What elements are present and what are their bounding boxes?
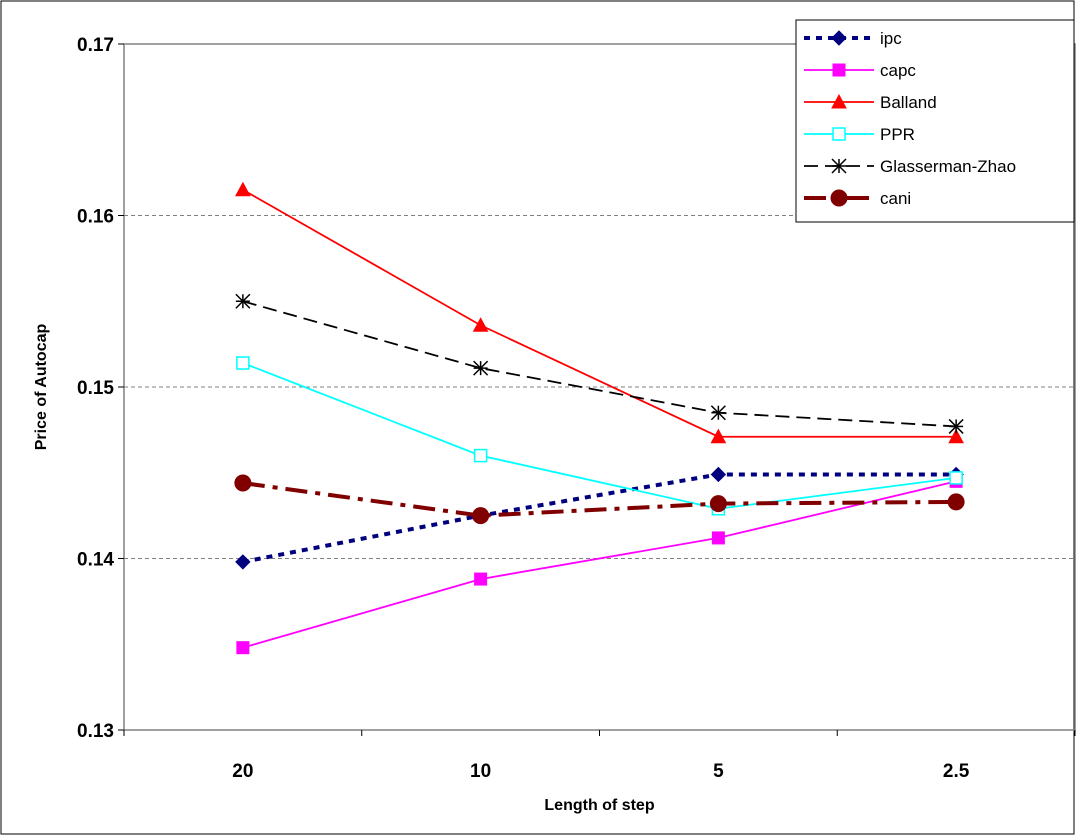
legend-item-capc: capc xyxy=(804,61,916,80)
legend-swatch-marker xyxy=(832,63,846,77)
legend: ipc capc Balland PPR Glasserman-Zhao cani xyxy=(795,19,1075,223)
data-point-capc xyxy=(711,531,725,545)
data-point-glasserman-zhao xyxy=(473,360,489,376)
x-tick-label: 2.5 xyxy=(943,761,970,782)
legend-swatch-marker xyxy=(832,127,846,141)
legend-item-glasserman-zhao: Glasserman-Zhao xyxy=(804,157,1016,176)
data-point-balland xyxy=(235,181,251,197)
series-line-balland xyxy=(242,188,957,438)
data-point-capc xyxy=(474,572,488,586)
legend-swatch-marker xyxy=(831,93,847,109)
axis-layer: 0.13 0.14 0.15 0.16 0.17 20 10 5 2.5 xyxy=(77,35,1076,782)
asterisk-stroke xyxy=(473,360,489,376)
series-line-ipc xyxy=(242,472,957,564)
series-glasserman-zhao xyxy=(235,293,964,434)
data-point-cani xyxy=(947,493,965,511)
legend-label: Balland xyxy=(880,93,937,112)
legend-item-balland: Balland xyxy=(804,93,937,112)
data-point-glasserman-zhao xyxy=(948,418,964,434)
data-point-balland xyxy=(472,317,489,332)
data-point-glasserman-zhao xyxy=(710,405,726,421)
legend-label: PPR xyxy=(880,125,915,144)
data-point-ppr xyxy=(473,448,488,463)
data-point-cani xyxy=(234,474,252,492)
series-line-ppr xyxy=(242,362,957,510)
legend-item-ppr: PPR xyxy=(804,125,915,144)
series-balland xyxy=(235,181,964,444)
data-point-ppr xyxy=(236,356,250,370)
y-tick-label: 0.13 xyxy=(77,721,114,742)
y-axis-title: Price of Autocap xyxy=(33,324,50,451)
legend-label: ipc xyxy=(880,29,902,48)
series-cani xyxy=(234,474,965,525)
series-line-glasserman-zhao xyxy=(242,300,957,428)
data-point-capc xyxy=(236,641,250,655)
y-tick-label: 0.14 xyxy=(77,550,114,571)
legend-item-cani: cani xyxy=(804,189,911,208)
y-tick-label: 0.15 xyxy=(77,378,114,399)
data-point-balland xyxy=(948,428,964,444)
legend-label: Glasserman-Zhao xyxy=(880,157,1016,176)
legend-swatch-marker xyxy=(831,30,847,46)
data-point-glasserman-zhao xyxy=(235,293,251,309)
y-tick-label: 0.17 xyxy=(77,35,114,56)
asterisk-stroke xyxy=(948,418,964,434)
legend-swatch-marker xyxy=(830,189,848,207)
series-line-cani xyxy=(242,481,957,518)
asterisk-stroke xyxy=(710,405,726,421)
legend-box xyxy=(795,19,1075,223)
legend-label: cani xyxy=(880,189,911,208)
asterisk-stroke xyxy=(235,293,251,309)
data-point-cani xyxy=(472,507,490,525)
x-tick-label: 20 xyxy=(232,761,253,782)
legend-label: capc xyxy=(880,61,916,80)
x-tick-label: 5 xyxy=(713,761,724,782)
y-tick-label: 0.16 xyxy=(77,207,114,228)
data-point-ipc xyxy=(235,554,251,570)
x-tick-label: 10 xyxy=(470,761,491,782)
legend-swatch-marker xyxy=(831,158,847,174)
series-line-capc xyxy=(242,480,957,649)
data-point-balland xyxy=(710,428,727,444)
data-point-ppr xyxy=(949,471,963,485)
legend-item-ipc: ipc xyxy=(804,29,902,48)
asterisk-stroke xyxy=(831,158,847,174)
data-point-cani xyxy=(709,495,727,513)
data-point-ipc xyxy=(710,466,727,483)
x-axis-title: Length of step xyxy=(544,797,654,814)
series-layer xyxy=(234,181,965,655)
